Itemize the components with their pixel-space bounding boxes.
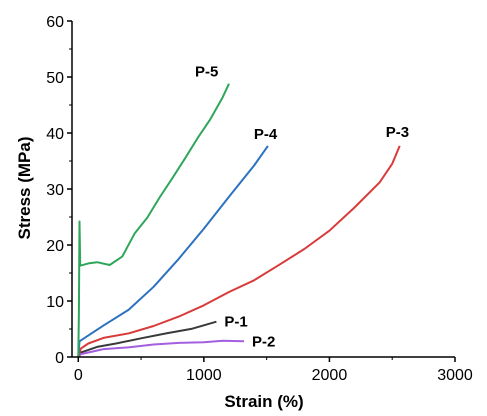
series-line-p-5 bbox=[77, 83, 230, 358]
y-tick-label: 0 bbox=[55, 350, 64, 367]
series-label-p-4: P-4 bbox=[254, 126, 278, 143]
x-tick-label: 0 bbox=[74, 367, 83, 384]
series-line-p-2 bbox=[77, 339, 245, 358]
y-tick-label: 30 bbox=[46, 182, 64, 199]
series-label-p-2: P-2 bbox=[252, 333, 275, 350]
y-tick-label: 60 bbox=[46, 14, 64, 31]
y-axis-title: Stress (MPa) bbox=[15, 137, 34, 240]
y-tick-label: 10 bbox=[46, 294, 64, 311]
series-label-p-5: P-5 bbox=[195, 64, 218, 81]
series-label-p-1: P-1 bbox=[224, 314, 247, 331]
series-label-p-3: P-3 bbox=[386, 124, 409, 141]
x-tick-label: 2000 bbox=[312, 367, 348, 384]
series-line-p-1 bbox=[77, 320, 217, 358]
axes: 0 1000 2000 3000 0 10 20 30 40 50 60 bbox=[46, 14, 473, 384]
series-line-p-4 bbox=[77, 145, 269, 358]
x-tick-label: 3000 bbox=[437, 367, 473, 384]
series-line-p-3 bbox=[77, 145, 401, 358]
y-tick-label: 50 bbox=[46, 70, 64, 87]
x-tick-label: 1000 bbox=[186, 367, 222, 384]
y-tick-label: 20 bbox=[46, 238, 64, 255]
x-axis-title: Strain (%) bbox=[224, 392, 303, 411]
y-tick-label: 40 bbox=[46, 126, 64, 143]
plot-area: P-1 P-2 P-3 P-4 P-5 bbox=[77, 64, 409, 358]
